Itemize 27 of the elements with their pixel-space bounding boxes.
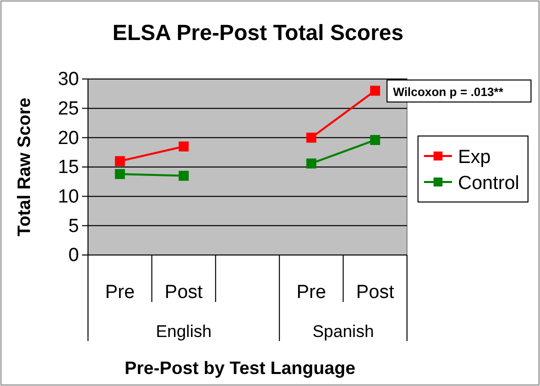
x-tick-label: Pre xyxy=(296,282,326,303)
y-tick-label: 30 xyxy=(58,69,79,90)
y-tick-label: 15 xyxy=(58,157,79,178)
point xyxy=(178,170,189,181)
point xyxy=(114,156,125,166)
x-tick-label: Post xyxy=(356,282,395,303)
point xyxy=(370,86,380,96)
x-tick-label: Pre xyxy=(105,282,135,303)
point xyxy=(306,132,316,143)
y-tick-label: 25 xyxy=(58,98,79,120)
point xyxy=(370,135,380,146)
y-tick-label: 5 xyxy=(68,216,79,237)
text: Spanish xyxy=(312,322,374,341)
x-axis-title: Pre-Post by Test Language xyxy=(124,358,356,378)
point xyxy=(306,158,316,168)
text: English xyxy=(156,322,212,341)
y-tick-label: 10 xyxy=(58,186,79,208)
y-axis-title: Total Raw Score xyxy=(14,98,34,236)
legend-label: Exp xyxy=(458,147,491,168)
x-tick-label: Post xyxy=(164,282,204,303)
annotation: Wilcoxon p = .013** xyxy=(393,85,504,99)
legend-label: Control xyxy=(458,173,520,194)
y-tick-label: 20 xyxy=(58,128,79,149)
point xyxy=(178,141,189,152)
chart-title: ELSA Pre-Post Total Scores xyxy=(112,20,404,45)
y-tick-label: 0 xyxy=(68,245,79,266)
point xyxy=(114,169,125,180)
